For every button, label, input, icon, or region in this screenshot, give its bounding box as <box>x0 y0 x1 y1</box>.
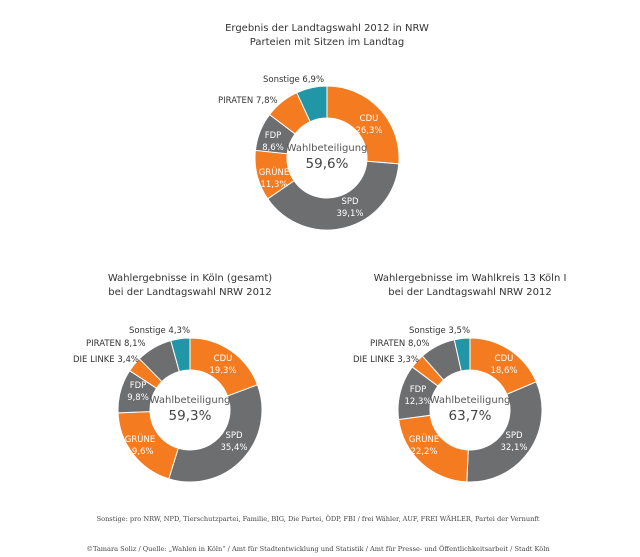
label-nrw-gruene-value: 11,3% <box>260 180 287 190</box>
label-wahlkreis-piraten: PIRATEN 8,0% <box>370 339 430 349</box>
label-koeln-spd-value: 35,4% <box>220 443 247 453</box>
label-koeln-piraten: PIRATEN 8,1% <box>86 339 146 349</box>
chart-koeln-center-label: Wahlbeteiligung <box>150 395 231 406</box>
chart-wahlkreis-center-value: 63,7% <box>449 408 492 424</box>
label-nrw-piraten: PIRATEN 7,8% <box>218 96 278 106</box>
label-nrw-cdu-value: 26,3% <box>355 126 382 136</box>
slice-koeln-sonstige <box>170 337 191 373</box>
label-koeln-gruene-value: 19,6% <box>126 447 153 457</box>
label-koeln-fdp-value: 9,8% <box>127 393 149 403</box>
chart-koeln-title: Wahlergebnisse in Köln (gesamt) <box>108 273 272 284</box>
label-nrw-cdu-party: CDU <box>360 114 379 124</box>
label-nrw-spd-party: SPD <box>341 197 359 207</box>
chart-nrw-title: Ergebnis der Landtagswahl 2012 in NRW <box>225 23 429 34</box>
label-koeln-die-linke: DIE LINKE 3,4% <box>73 355 139 365</box>
label-nrw-fdp-value: 8,6% <box>262 143 284 153</box>
donut-koeln <box>117 337 263 483</box>
donut-wahlkreis <box>397 337 543 483</box>
label-koeln-cdu-party: CDU <box>214 354 233 364</box>
label-nrw-sonstige: Sonstige 6,9% <box>263 75 324 85</box>
chart-wahlkreis-title: Wahlergebnisse im Wahlkreis 13 Köln I <box>374 273 567 284</box>
label-nrw-gruene-party: GRÜNE <box>259 167 289 178</box>
label-wahlkreis-fdp-value: 12,3% <box>404 397 431 407</box>
label-wahlkreis-gruene-party: GRÜNE <box>409 434 439 445</box>
credit-line: ©Tamara Soliz / Quelle: „Wahlen in Köln“… <box>86 544 550 553</box>
label-nrw-fdp-party: FDP <box>265 131 282 141</box>
label-koeln-fdp-party: FDP <box>130 381 147 391</box>
label-koeln-spd-party: SPD <box>225 431 243 441</box>
label-koeln-cdu-value: 19,3% <box>209 366 236 376</box>
label-wahlkreis-gruene-value: 22,2% <box>410 447 437 457</box>
label-wahlkreis-spd-value: 32,1% <box>500 443 527 453</box>
label-wahlkreis-sonstige: Sonstige 3,5% <box>409 326 470 336</box>
chart-nrw-center-label: Wahlbeteiligung <box>287 143 368 154</box>
label-koeln-gruene-party: GRÜNE <box>125 434 155 445</box>
label-nrw-spd-value: 39,1% <box>336 209 363 219</box>
slice-wahlkreis-sonstige <box>453 337 471 372</box>
donut-nrw <box>254 85 400 231</box>
chart-koeln-subtitle: bei der Landtagswahl NRW 2012 <box>108 287 271 298</box>
chart-wahlkreis-subtitle: bei der Landtagswahl NRW 2012 <box>388 287 551 298</box>
slice-koeln-spd <box>168 384 263 483</box>
label-koeln-sonstige: Sonstige 4,3% <box>129 326 190 336</box>
chart-nrw-subtitle: Parteien mit Sitzen im Landtag <box>250 37 404 48</box>
chart-koeln-center-value: 59,3% <box>169 408 212 424</box>
chart-nrw: Ergebnis der Landtagswahl 2012 in NRW Pa… <box>218 23 429 231</box>
slice-wahlkreis-spd <box>466 381 543 483</box>
label-wahlkreis-cdu-value: 18,6% <box>490 366 517 376</box>
chart-koeln: Wahlergebnisse in Köln (gesamt) bei der … <box>73 273 272 483</box>
slice-nrw-sonstige <box>296 85 328 123</box>
label-wahlkreis-cdu-party: CDU <box>495 354 514 364</box>
label-wahlkreis-fdp-party: FDP <box>410 385 427 395</box>
chart-wahlkreis-center-label: Wahlbeteiligung <box>430 395 511 406</box>
chart-wahlkreis: Wahlergebnisse im Wahlkreis 13 Köln I be… <box>353 273 567 483</box>
footnote: Sonstige: pro NRW, NPD, Tierschutzpartei… <box>97 514 540 523</box>
slice-nrw-spd <box>267 160 400 231</box>
label-wahlkreis-spd-party: SPD <box>505 431 523 441</box>
chart-nrw-center-value: 59,6% <box>306 156 349 172</box>
label-wahlkreis-die-linke: DIE LINKE 3,3% <box>353 355 419 365</box>
